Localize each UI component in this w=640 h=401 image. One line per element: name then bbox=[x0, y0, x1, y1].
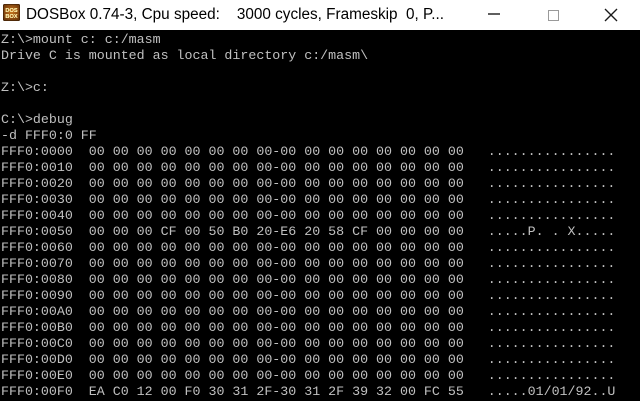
svg-text:BOX: BOX bbox=[5, 14, 17, 20]
